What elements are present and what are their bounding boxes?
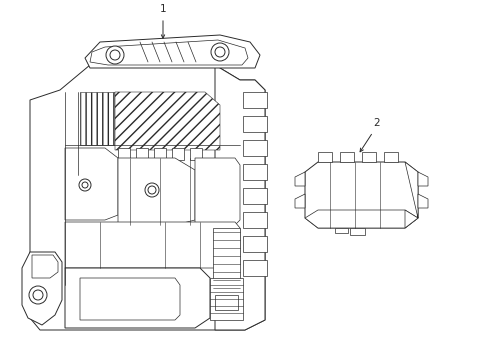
Polygon shape xyxy=(305,162,418,228)
Polygon shape xyxy=(190,148,202,160)
Polygon shape xyxy=(195,158,240,225)
Polygon shape xyxy=(172,148,184,160)
Polygon shape xyxy=(215,65,265,330)
Polygon shape xyxy=(295,172,305,186)
Circle shape xyxy=(106,46,124,64)
Polygon shape xyxy=(115,92,220,150)
Circle shape xyxy=(148,186,156,194)
Polygon shape xyxy=(136,148,148,160)
Polygon shape xyxy=(213,228,240,295)
Polygon shape xyxy=(85,35,260,68)
Polygon shape xyxy=(118,148,130,160)
Polygon shape xyxy=(295,194,305,208)
Polygon shape xyxy=(243,188,267,204)
Circle shape xyxy=(215,47,225,57)
Polygon shape xyxy=(65,268,210,328)
Polygon shape xyxy=(80,278,180,320)
Polygon shape xyxy=(340,152,354,162)
Polygon shape xyxy=(243,212,267,228)
Polygon shape xyxy=(32,255,58,278)
Polygon shape xyxy=(243,236,267,252)
Polygon shape xyxy=(30,65,265,330)
Polygon shape xyxy=(118,158,195,225)
Polygon shape xyxy=(243,164,267,180)
Polygon shape xyxy=(418,194,428,208)
Polygon shape xyxy=(22,252,62,325)
Polygon shape xyxy=(350,228,365,235)
Circle shape xyxy=(29,286,47,304)
Circle shape xyxy=(211,43,229,61)
Polygon shape xyxy=(305,210,418,228)
Circle shape xyxy=(79,179,91,191)
Polygon shape xyxy=(65,148,118,220)
Polygon shape xyxy=(243,140,267,156)
Polygon shape xyxy=(362,152,376,162)
Circle shape xyxy=(82,182,88,188)
Polygon shape xyxy=(243,260,267,276)
Polygon shape xyxy=(384,152,398,162)
Polygon shape xyxy=(318,152,332,162)
Circle shape xyxy=(110,50,120,60)
Polygon shape xyxy=(243,116,267,132)
Text: 1: 1 xyxy=(160,4,166,14)
Circle shape xyxy=(33,290,43,300)
Polygon shape xyxy=(80,92,115,145)
Polygon shape xyxy=(90,40,248,65)
Polygon shape xyxy=(335,228,348,233)
Text: 2: 2 xyxy=(374,118,380,128)
Polygon shape xyxy=(215,295,238,310)
Circle shape xyxy=(145,183,159,197)
Polygon shape xyxy=(418,172,428,186)
Polygon shape xyxy=(210,278,243,320)
Polygon shape xyxy=(405,162,418,228)
Polygon shape xyxy=(65,222,240,268)
Polygon shape xyxy=(243,92,267,108)
Polygon shape xyxy=(154,148,166,160)
